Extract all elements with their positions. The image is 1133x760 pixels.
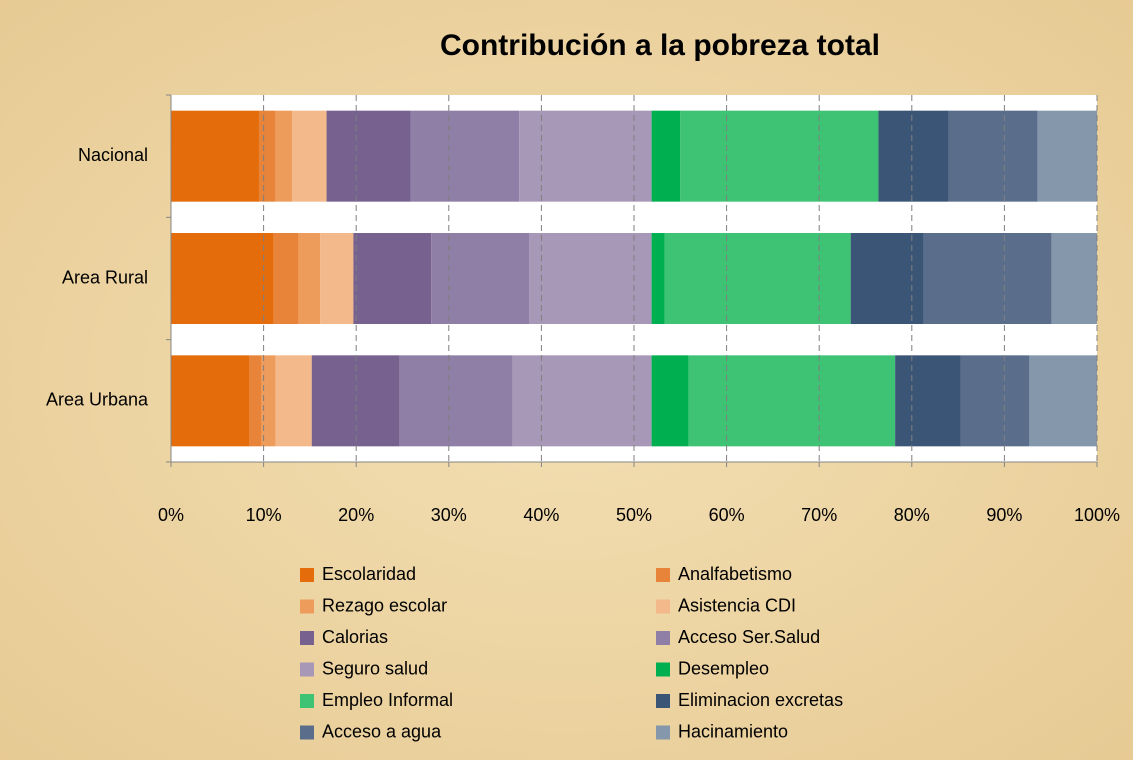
legend-label: Acceso a agua [322, 721, 442, 741]
bar-segment [249, 355, 262, 447]
bar-segment [292, 110, 327, 202]
bar-segment [298, 233, 321, 324]
y-tick-label: Area Urbana [46, 390, 149, 410]
legend-label: Seguro salud [322, 658, 428, 678]
chart-title: Contribución a la pobreza total [440, 29, 880, 62]
legend-label: Escolaridad [322, 564, 416, 584]
bar-segment [1037, 110, 1097, 202]
legend-label: Eliminacion excretas [678, 690, 843, 710]
legend-label: Calorias [322, 627, 388, 647]
legend-swatch [656, 662, 670, 677]
bar-segment [261, 355, 276, 447]
legend-label: Asistencia CDI [678, 595, 796, 615]
bar-segment [651, 355, 689, 447]
bar-segment [895, 355, 961, 447]
bar-segment [326, 110, 411, 202]
bar-segment [529, 233, 652, 324]
x-tick-label: 10% [246, 505, 282, 525]
legend-swatch [300, 599, 314, 614]
x-tick-label: 50% [616, 505, 652, 525]
bar-segment [353, 233, 432, 324]
bar-segment [512, 355, 652, 447]
legend-swatch [656, 694, 670, 708]
bar-segment [410, 110, 520, 202]
bar-segment [651, 233, 665, 324]
bar-segment [431, 233, 530, 324]
x-tick-label: 80% [894, 505, 930, 525]
legend-swatch [656, 599, 670, 614]
x-tick-label: 90% [986, 505, 1022, 525]
bar-segment [275, 110, 293, 202]
bar-segment [275, 355, 312, 447]
bar-segment [1051, 233, 1097, 324]
x-tick-label: 0% [158, 505, 184, 525]
legend-swatch [300, 725, 314, 740]
bar-segment [273, 233, 299, 324]
bar-segment [923, 233, 1052, 324]
y-tick-label: Nacional [78, 145, 148, 165]
bar-segment [320, 233, 354, 324]
bar-segment [850, 233, 924, 324]
legend-swatch [300, 631, 314, 645]
bar-segment [171, 110, 259, 202]
bar-segment [878, 110, 949, 202]
x-tick-label: 40% [523, 505, 559, 525]
legend-swatch [300, 568, 314, 582]
legend-label: Acceso Ser.Salud [678, 627, 820, 647]
legend-label: Hacinamiento [678, 721, 788, 741]
x-tick-label: 100% [1074, 505, 1120, 525]
legend-swatch [300, 694, 314, 708]
bar-segment [1029, 355, 1097, 447]
bar-segment [519, 110, 652, 202]
x-tick-label: 20% [338, 505, 374, 525]
bar-segment [960, 355, 1030, 447]
x-tick-label: 70% [801, 505, 837, 525]
legend-label: Desempleo [678, 658, 769, 678]
legend-label: Empleo Informal [322, 690, 453, 710]
bar-segment [688, 355, 896, 447]
bar-segment [258, 110, 276, 202]
bar-segment [680, 110, 879, 202]
legend-label: Analfabetismo [678, 564, 792, 584]
bar-segment [664, 233, 851, 324]
legend-swatch [656, 725, 670, 740]
legend-label: Rezago escolar [322, 595, 447, 615]
legend-swatch [656, 568, 670, 582]
bar-segment [171, 233, 274, 324]
legend-swatch [300, 662, 314, 677]
x-tick-label: 60% [709, 505, 745, 525]
bar-segment [171, 355, 250, 447]
bar-segment [399, 355, 513, 447]
bar-segment [948, 110, 1038, 202]
y-tick-label: Area Rural [62, 267, 148, 287]
legend-swatch [656, 631, 670, 645]
bar-segment [651, 110, 681, 202]
x-tick-label: 30% [431, 505, 467, 525]
